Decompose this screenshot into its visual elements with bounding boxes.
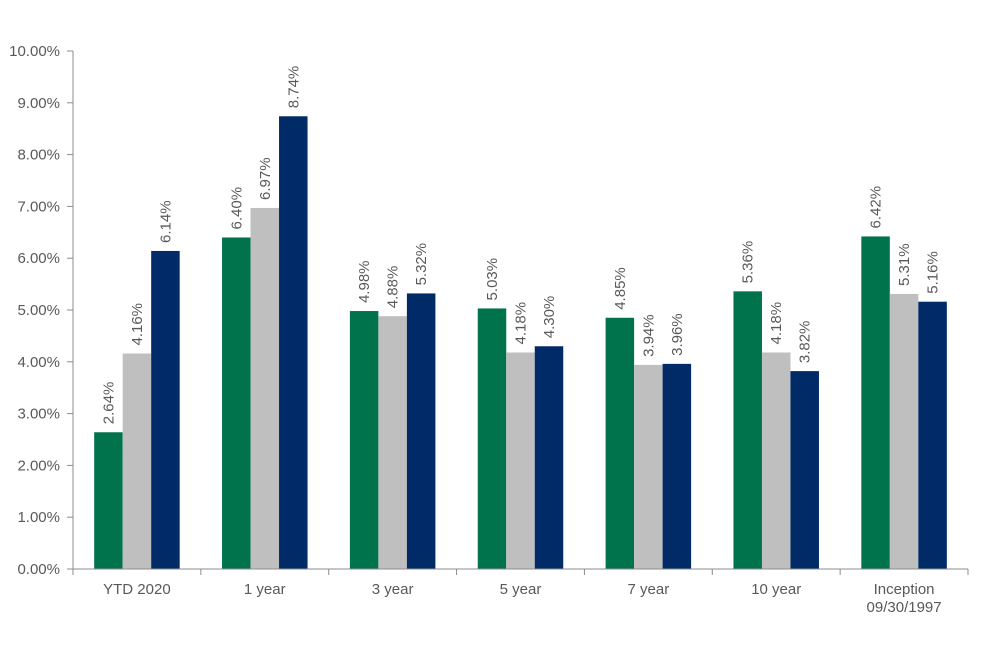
y-tick-label: 8.00% — [17, 147, 60, 164]
data-label: 4.98% — [356, 260, 373, 303]
data-label: 6.42% — [868, 186, 885, 229]
bar — [761, 352, 791, 569]
category-labels: YTD 2020 1 year 3 year 5 year 7 year 10 year I… — [103, 581, 941, 616]
bar — [151, 250, 180, 569]
category-label: 7 year — [628, 581, 670, 598]
y-tick-label: 2.00% — [17, 457, 60, 474]
bar — [889, 293, 919, 569]
bar — [406, 293, 436, 569]
y-tick-label: 10.00% — [9, 43, 60, 60]
bar — [122, 353, 152, 569]
data-label: 5.03% — [484, 258, 501, 301]
data-label: 4.85% — [612, 267, 629, 310]
category-label: Inception 09/30/1997 — [867, 581, 942, 616]
data-labels: 2.64% 4.16% 6.14% 6.40% 6.97% 8.74% 4.98% 4.88%… — [100, 66, 941, 425]
data-label: 5.36% — [740, 241, 757, 284]
category-label: YTD 2020 — [103, 581, 171, 598]
y-tick-label: 4.00% — [17, 354, 60, 371]
data-label: 5.32% — [413, 243, 430, 286]
bar — [349, 311, 379, 569]
y-tick-label: 9.00% — [17, 95, 60, 112]
bar — [634, 364, 663, 569]
bar — [861, 236, 890, 569]
data-label: 3.96% — [669, 313, 686, 356]
data-label: 3.94% — [640, 314, 657, 357]
data-label: 6.40% — [228, 187, 245, 230]
bar — [790, 371, 819, 569]
y-tick-label: 3.00% — [17, 406, 60, 423]
y-tick-label: 7.00% — [17, 198, 60, 215]
data-label: 4.18% — [513, 302, 530, 345]
data-label: 5.31% — [896, 243, 913, 286]
bar — [250, 207, 280, 570]
data-label: 5.16% — [925, 251, 942, 294]
bar — [918, 301, 947, 569]
bar — [279, 116, 308, 569]
category-label: 3 year — [372, 581, 414, 598]
bars — [94, 116, 947, 570]
data-label: 4.18% — [768, 302, 785, 345]
y-axis-ticks: 0.00% 1.00% 2.00% 3.00% 4.00% 5.00% 6.00% 7.00%… — [9, 43, 73, 578]
category-label: 10 year — [751, 581, 801, 598]
y-tick-label: 0.00% — [17, 561, 60, 578]
bar — [506, 352, 535, 569]
data-label: 2.64% — [100, 382, 117, 425]
data-label: 3.82% — [797, 321, 814, 364]
bar — [733, 291, 762, 569]
bar — [378, 316, 407, 569]
x-axis-ticks — [72, 569, 969, 575]
bar — [605, 317, 635, 569]
bar — [94, 432, 123, 569]
y-tick-label: 6.00% — [17, 250, 60, 267]
bar — [662, 363, 692, 569]
bar — [534, 346, 564, 569]
data-label: 6.97% — [257, 157, 274, 200]
data-label: 4.30% — [541, 296, 558, 339]
data-label: 6.14% — [157, 200, 174, 243]
y-tick-label: 5.00% — [17, 302, 60, 319]
data-label: 4.16% — [129, 303, 146, 346]
bar — [477, 308, 507, 569]
y-tick-label: 1.00% — [17, 509, 60, 526]
category-label: 5 year — [500, 581, 542, 598]
bar — [222, 237, 251, 570]
category-label: 1 year — [244, 581, 286, 598]
data-label: 4.88% — [385, 266, 402, 309]
data-label: 8.74% — [285, 66, 302, 109]
